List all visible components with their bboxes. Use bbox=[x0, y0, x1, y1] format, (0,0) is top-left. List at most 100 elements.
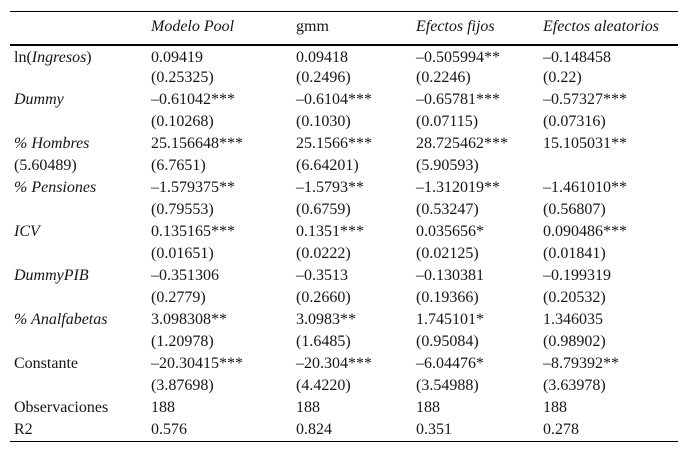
header-modelo-pool: Modelo Pool bbox=[151, 11, 296, 46]
value-cell: 3.098308** bbox=[151, 311, 227, 328]
value-cell: (1.6485) bbox=[296, 333, 351, 350]
table-row: (3.87698) (4.4220) (3.54988) (3.63978) bbox=[10, 375, 678, 397]
row-label-text: % Analfabetas bbox=[14, 311, 108, 328]
table-row: Observaciones 188 188 188 188 bbox=[10, 397, 678, 419]
value-cell: –0.6104*** bbox=[296, 91, 372, 108]
table-row: (0.10268) (0.1030) (0.07115) (0.07316) bbox=[10, 111, 678, 133]
value-cell: (6.7651) bbox=[151, 157, 206, 174]
value-cell: (6.64201) bbox=[296, 157, 359, 174]
value-cell: (3.54988) bbox=[416, 377, 479, 394]
value-cell: (3.87698) bbox=[151, 377, 214, 394]
value-cell: –1.5793** bbox=[296, 179, 364, 196]
row-label-text: % Pensiones bbox=[14, 179, 97, 196]
value-cell: (0.07316) bbox=[543, 113, 606, 130]
value-cell: (0.2660) bbox=[296, 289, 351, 306]
value-cell: (0.98902) bbox=[543, 333, 606, 350]
value-cell: 0.1351*** bbox=[296, 223, 364, 240]
table-row: ICV 0.135165*** 0.1351*** 0.035656* 0.090486… bbox=[10, 221, 678, 243]
value-cell: 0.576 bbox=[151, 420, 187, 438]
value-cell: (5.90593) bbox=[416, 157, 479, 174]
value-cell: –0.57327*** bbox=[543, 91, 627, 108]
row-label-text: Dummy bbox=[14, 91, 64, 108]
table-row: % Pensiones –1.579375** –1.5793** –1.312019… bbox=[10, 177, 678, 199]
value-cell: 0.824 bbox=[296, 420, 332, 438]
row-label: ICV bbox=[10, 221, 151, 243]
value-cell: (3.63978) bbox=[543, 377, 606, 394]
regression-results-table: Modelo Pool gmm Efectos fijos Efectos al… bbox=[10, 11, 678, 442]
value-cell: 188 bbox=[151, 399, 175, 416]
row-label-text: ICV bbox=[14, 223, 40, 240]
value-cell: 0.278 bbox=[543, 420, 579, 438]
value-cell: 0.090486*** bbox=[543, 223, 627, 240]
value-cell: –0.61042*** bbox=[151, 91, 235, 108]
value-cell: –1.579375** bbox=[151, 179, 235, 196]
value-cell: –0.148458 bbox=[543, 49, 611, 66]
value-cell: 1.745101* bbox=[416, 311, 484, 328]
value-cell: (0.2496) bbox=[296, 69, 351, 86]
value-cell: (0.79553) bbox=[151, 201, 214, 218]
value-cell: –0.199319 bbox=[543, 267, 611, 284]
row-label: % Pensiones bbox=[10, 177, 151, 199]
value-cell: (0.56807) bbox=[543, 201, 606, 218]
value-cell: (0.01841) bbox=[543, 245, 606, 262]
value-cell: (0.19366) bbox=[416, 289, 479, 306]
row-label: Constante bbox=[10, 353, 151, 375]
row-label bbox=[10, 375, 151, 397]
value-cell: (0.20532) bbox=[543, 289, 606, 306]
value-cell: (0.1030) bbox=[296, 113, 351, 130]
row-label-text: ln( bbox=[14, 49, 32, 66]
value-cell: –0.3513 bbox=[296, 267, 348, 284]
value-cell: –8.79392** bbox=[543, 355, 619, 372]
value-cell: 0.135165*** bbox=[151, 223, 235, 240]
row-label bbox=[10, 67, 151, 89]
value-cell: 15.105031** bbox=[543, 135, 627, 152]
table-row: % Hombres 25.156648*** 25.1566*** 28.725462… bbox=[10, 133, 678, 155]
value-cell: (0.25325) bbox=[151, 69, 214, 86]
row-label: ln(Ingresos) bbox=[10, 45, 151, 67]
value-cell: (0.22) bbox=[543, 69, 582, 86]
row-label: Observaciones bbox=[10, 397, 151, 419]
table-row: DummyPIB –0.351306 –0.3513 –0.130381 –0.1993… bbox=[10, 265, 678, 287]
row-label: (5.60489) bbox=[10, 155, 151, 177]
value-cell: (0.0222) bbox=[296, 245, 351, 262]
value-cell: –0.351306 bbox=[151, 267, 219, 284]
row-label bbox=[10, 199, 151, 221]
value-cell: 188 bbox=[543, 399, 567, 416]
table-row: Dummy –0.61042*** –0.6104*** –0.65781*** –0.… bbox=[10, 89, 678, 111]
value-cell: 3.0983** bbox=[296, 311, 356, 328]
value-cell: (1.20978) bbox=[151, 333, 214, 350]
row-label-text: ) bbox=[86, 49, 92, 66]
value-cell: 28.725462*** bbox=[416, 135, 508, 152]
value-cell: 0.035656* bbox=[416, 223, 484, 240]
value-cell bbox=[543, 155, 678, 177]
row-label-text: Ingresos bbox=[31, 49, 87, 66]
value-cell: 1.346035 bbox=[543, 311, 603, 328]
table-row: (1.20978) (1.6485) (0.95084) (0.98902) bbox=[10, 331, 678, 353]
table-row: % Analfabetas 3.098308** 3.0983** 1.745101*… bbox=[10, 309, 678, 331]
row-label-text: Observaciones bbox=[14, 399, 109, 416]
value-cell: 0.09419 bbox=[151, 49, 203, 66]
row-label-text: % Hombres bbox=[14, 135, 90, 152]
value-cell: 25.1566*** bbox=[296, 135, 372, 152]
value-cell: (0.95084) bbox=[416, 333, 479, 350]
row-label-text: R2 bbox=[14, 420, 33, 438]
value-cell: (0.2779) bbox=[151, 289, 206, 306]
value-cell: (0.6759) bbox=[296, 201, 351, 218]
value-cell: 188 bbox=[296, 399, 320, 416]
row-label: Dummy bbox=[10, 89, 151, 111]
header-gmm: gmm bbox=[296, 11, 416, 46]
value-cell: (0.10268) bbox=[151, 113, 214, 130]
value-cell: (0.2246) bbox=[416, 69, 471, 86]
table-row: (0.01651) (0.0222) (0.02125) (0.01841) bbox=[10, 243, 678, 265]
value-cell: (0.02125) bbox=[416, 245, 479, 262]
row-label-text: DummyPIB bbox=[14, 267, 89, 284]
value-cell: –0.505994** bbox=[416, 49, 500, 66]
value-cell: –20.30415*** bbox=[151, 355, 243, 372]
table-row: (0.2779) (0.2660) (0.19366) (0.20532) bbox=[10, 287, 678, 309]
row-label: % Hombres bbox=[10, 133, 151, 155]
value-cell: –1.461010** bbox=[543, 179, 627, 196]
value-cell: (0.01651) bbox=[151, 245, 214, 262]
table-row: (0.25325) (0.2496) (0.2246) (0.22) bbox=[10, 67, 678, 89]
table-row: Constante –20.30415*** –20.304*** –6.04476*… bbox=[10, 353, 678, 375]
